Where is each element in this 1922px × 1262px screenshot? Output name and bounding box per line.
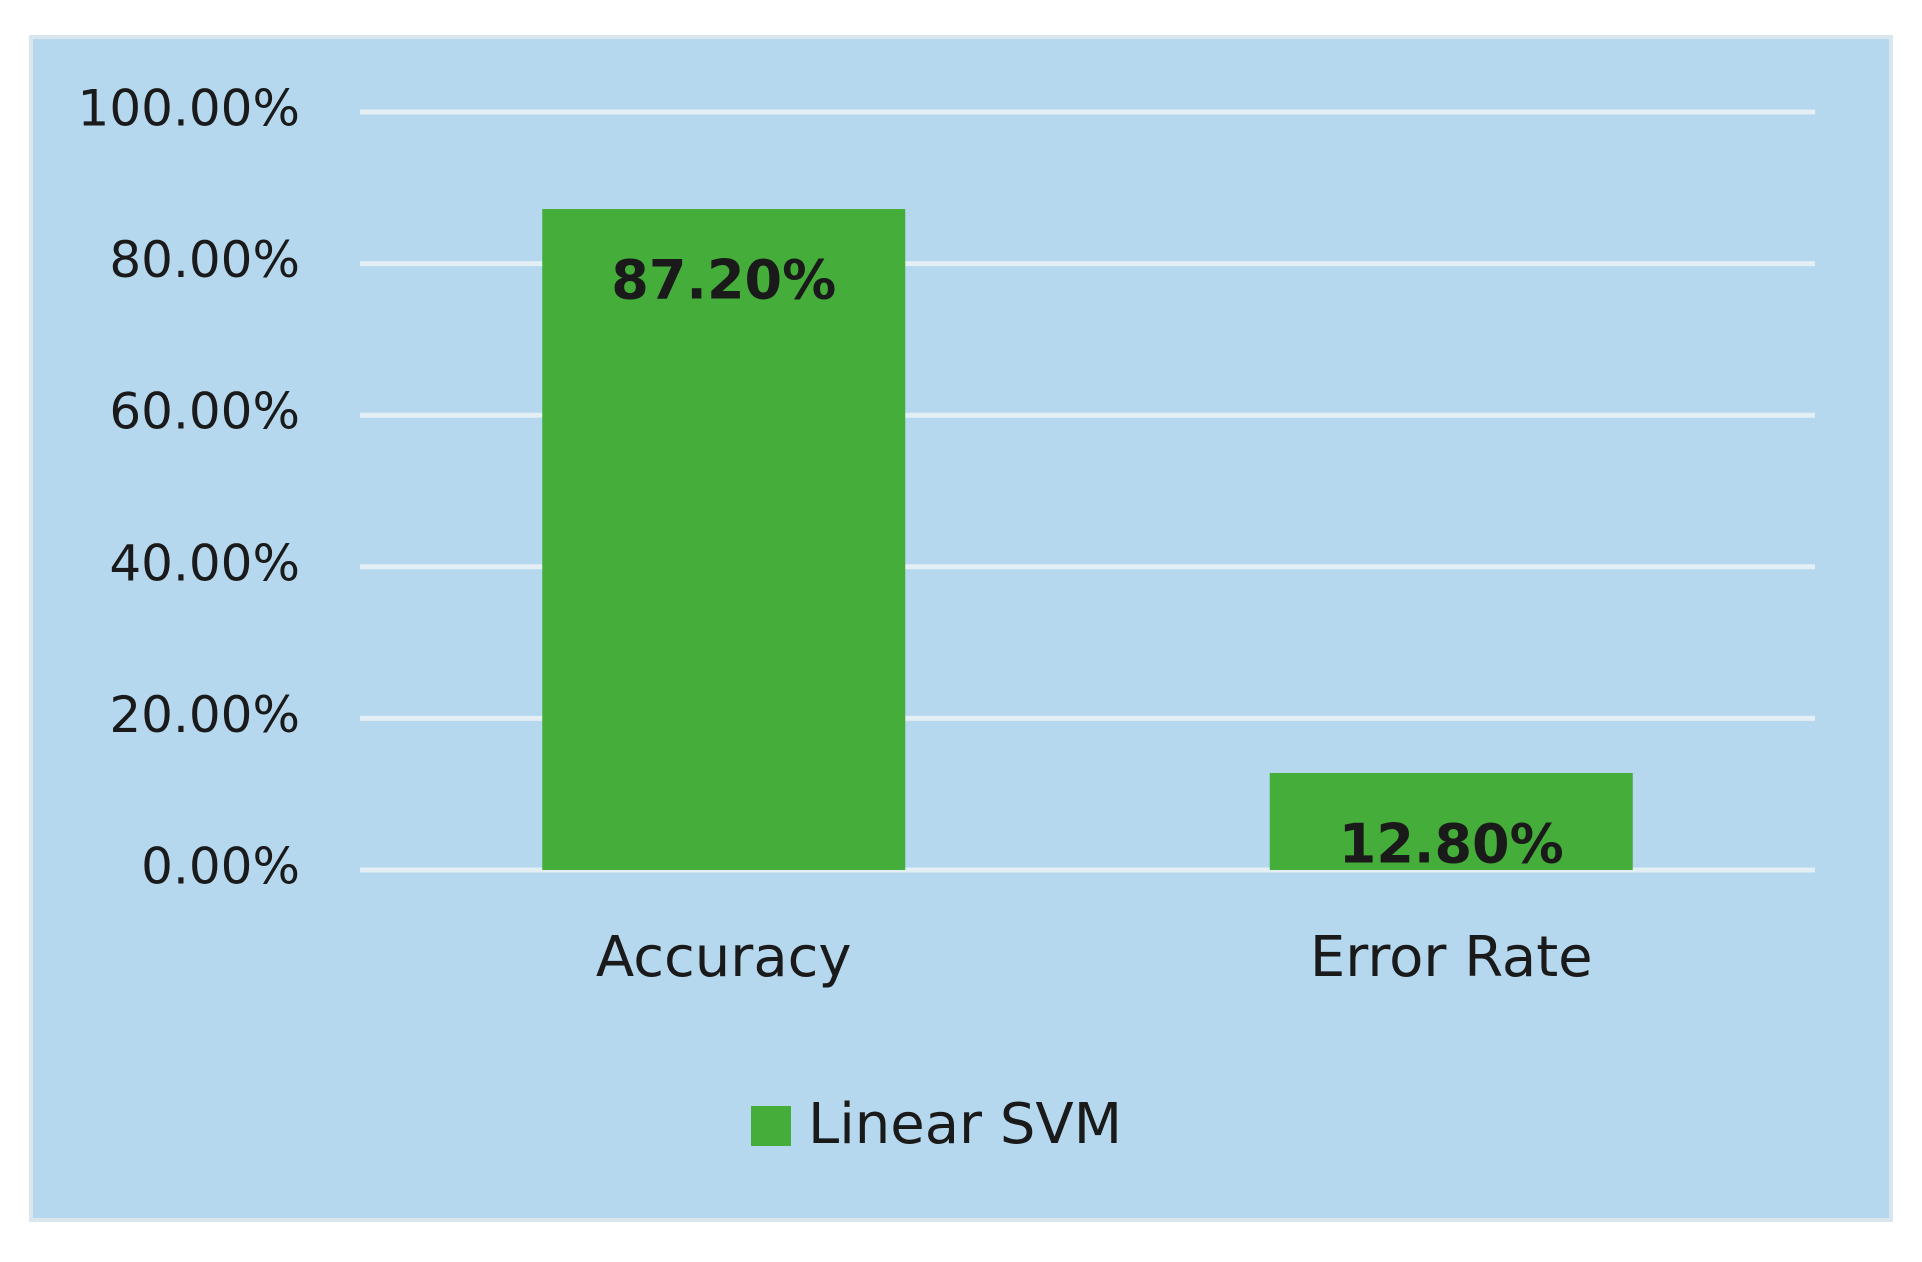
y-tick-label: 20.00% <box>109 686 300 744</box>
bar <box>1269 772 1633 870</box>
data-label: 12.80% <box>1339 813 1564 876</box>
chart-background <box>29 35 1893 1222</box>
x-tick-label: Accuracy <box>596 925 852 990</box>
legend-label: Linear SVM <box>808 1092 1122 1157</box>
data-label: 87.20% <box>611 249 836 312</box>
y-tick-label: 80.00% <box>109 231 300 289</box>
legend-swatch <box>751 1106 791 1146</box>
y-tick-label: 40.00% <box>109 534 300 592</box>
y-tick-label: 100.00% <box>78 80 300 138</box>
y-tick-label: 60.00% <box>109 383 300 441</box>
bar <box>542 209 906 871</box>
x-tick-label: Error Rate <box>1310 925 1593 990</box>
y-tick-label: 0.00% <box>141 838 300 896</box>
